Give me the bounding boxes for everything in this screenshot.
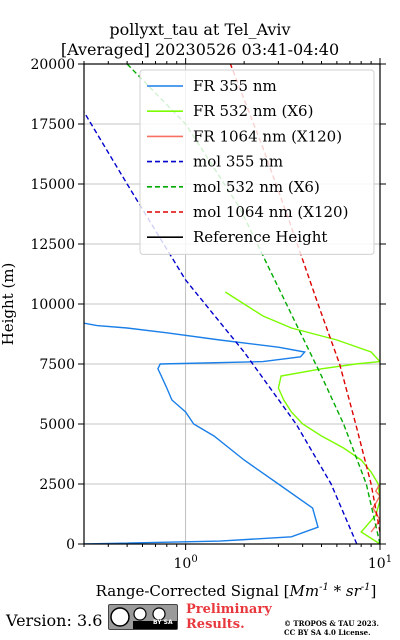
preliminary-line1: Preliminary (186, 602, 272, 617)
chart-title-line1: pollyxt_tau at Tel_Aviv (109, 20, 291, 39)
y-tick-label: 15000 (30, 177, 75, 193)
copyright-line2: CC BY SA 4.0 License. (284, 628, 371, 637)
x-tick-label: 101 (368, 554, 392, 572)
y-tick-label: 7500 (39, 357, 75, 373)
preliminary-line2: Results. (186, 617, 245, 632)
legend-label-fr1064: FR 1064 nm (X120) (193, 127, 342, 145)
legend-label-fr355: FR 355 nm (193, 77, 277, 95)
copyright-line1: © TROPOS & TAU 2023. (284, 619, 379, 628)
y-tick-label: 5000 (39, 417, 75, 433)
legend-label-mol1064: mol 1064 nm (X120) (193, 203, 348, 221)
legend-label-fr532: FR 532 nm (X6) (193, 102, 313, 120)
cc-label: BY SA (153, 619, 173, 626)
y-tick-label: 12500 (30, 237, 75, 253)
x-tick-label: 100 (174, 554, 198, 572)
series-line-fr355 (84, 322, 319, 544)
preliminary-note: Preliminary Results. (186, 602, 272, 632)
x-axis-label: Range-Corrected Signal [Mm-1 * sr-1] (96, 582, 377, 600)
legend-label-mol355: mol 355 nm (193, 153, 283, 171)
series-line-fr532 (224, 291, 380, 544)
cc-icon (110, 607, 177, 629)
y-tick-label: 0 (66, 537, 75, 553)
legend-box (139, 69, 375, 255)
y-tick-label: 17500 (30, 117, 75, 133)
version-label: Version: 3.6 (6, 611, 103, 630)
y-tick-label: 2500 (39, 477, 75, 493)
series-line-mol1064 (229, 64, 380, 533)
legend-label-refheight: Reference Height (193, 228, 327, 246)
copyright-note: © TROPOS & TAU 2023. CC BY SA 4.0 Licens… (284, 619, 379, 637)
y-tick-label: 20000 (30, 57, 75, 73)
series-line-mol355 (84, 111, 358, 544)
cc-license-badge: BY SA (108, 604, 178, 630)
legend-label-mol532: mol 532 nm (X6) (193, 178, 320, 196)
chart-title-line2: [Averaged] 20230526 03:41-04:40 (60, 40, 340, 59)
y-tick-label: 10000 (30, 297, 75, 313)
y-axis-label: Height (m) (0, 263, 17, 346)
